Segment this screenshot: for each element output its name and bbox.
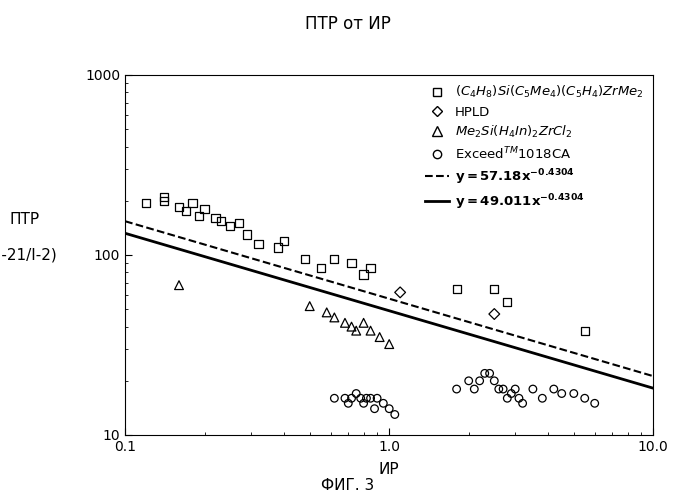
Point [355, 394, 366, 402]
Point [502, 298, 513, 306]
Point [493, 385, 505, 393]
Point [215, 216, 226, 224]
Point [365, 264, 376, 272]
Point [569, 390, 580, 398]
Point [346, 322, 357, 330]
Point [489, 284, 500, 292]
Point [372, 394, 383, 402]
Point [484, 370, 495, 378]
Point [589, 400, 600, 407]
Point [358, 270, 369, 278]
Point [339, 319, 350, 327]
Point [506, 390, 517, 398]
Point [329, 314, 340, 322]
Point [174, 281, 185, 289]
Point [272, 244, 284, 252]
Point [351, 326, 362, 334]
Point [210, 214, 221, 222]
Point [548, 385, 559, 393]
Legend: $(C_4H_8)Si(C_5Me_4)(C_5H_4)ZrMe_2$, HPLD, $Me_2Si(H_4In)_2ZrCl_2$, Exceed$^{TM}: $(C_4H_8)Si(C_5Me_4)(C_5H_4)ZrMe_2$, HPL… [420, 79, 649, 217]
Point [351, 390, 362, 398]
Point [528, 385, 539, 393]
Point [358, 319, 369, 327]
Point [158, 197, 170, 205]
Point [365, 394, 376, 402]
Point [339, 394, 350, 402]
Point [537, 394, 548, 402]
Point [489, 377, 500, 385]
Point [479, 370, 490, 378]
Point [242, 230, 253, 238]
Point [502, 394, 513, 402]
Text: ФИГ. 3: ФИГ. 3 [321, 478, 374, 492]
Point [346, 259, 357, 267]
Point [224, 222, 236, 230]
Point [517, 400, 528, 407]
Point [304, 302, 316, 310]
Point [556, 390, 567, 398]
Point [509, 385, 521, 393]
Point [378, 400, 389, 407]
Point [451, 284, 462, 292]
Point [315, 264, 326, 272]
Point [329, 394, 340, 402]
Point [579, 394, 590, 402]
Point [321, 308, 332, 316]
Point [140, 199, 152, 207]
Point [384, 340, 395, 348]
Point [346, 394, 357, 402]
Point [514, 394, 525, 402]
Point [579, 326, 590, 334]
Point [365, 326, 376, 334]
Point [253, 240, 264, 248]
Point [343, 400, 354, 407]
Point [234, 220, 245, 228]
Point [374, 333, 385, 341]
X-axis label: ИР: ИР [379, 462, 400, 477]
Text: ПТР: ПТР [9, 212, 40, 228]
Text: ПТР от ИР: ПТР от ИР [304, 15, 391, 33]
Point [181, 208, 192, 216]
Point [361, 394, 372, 402]
Point [463, 377, 474, 385]
Point [384, 404, 395, 412]
Point [193, 212, 204, 220]
Point [187, 199, 198, 207]
Text: (I-21/I-2): (I-21/I-2) [0, 248, 57, 262]
Point [468, 385, 480, 393]
Point [395, 288, 406, 296]
Point [300, 255, 311, 263]
Point [498, 385, 509, 393]
Point [474, 377, 485, 385]
Point [358, 400, 369, 407]
Point [451, 385, 462, 393]
Point [174, 203, 185, 211]
Point [389, 410, 400, 418]
Point [279, 236, 290, 244]
Point [489, 310, 500, 318]
Point [158, 193, 170, 201]
Point [369, 404, 380, 412]
Point [199, 205, 210, 213]
Point [329, 255, 340, 263]
